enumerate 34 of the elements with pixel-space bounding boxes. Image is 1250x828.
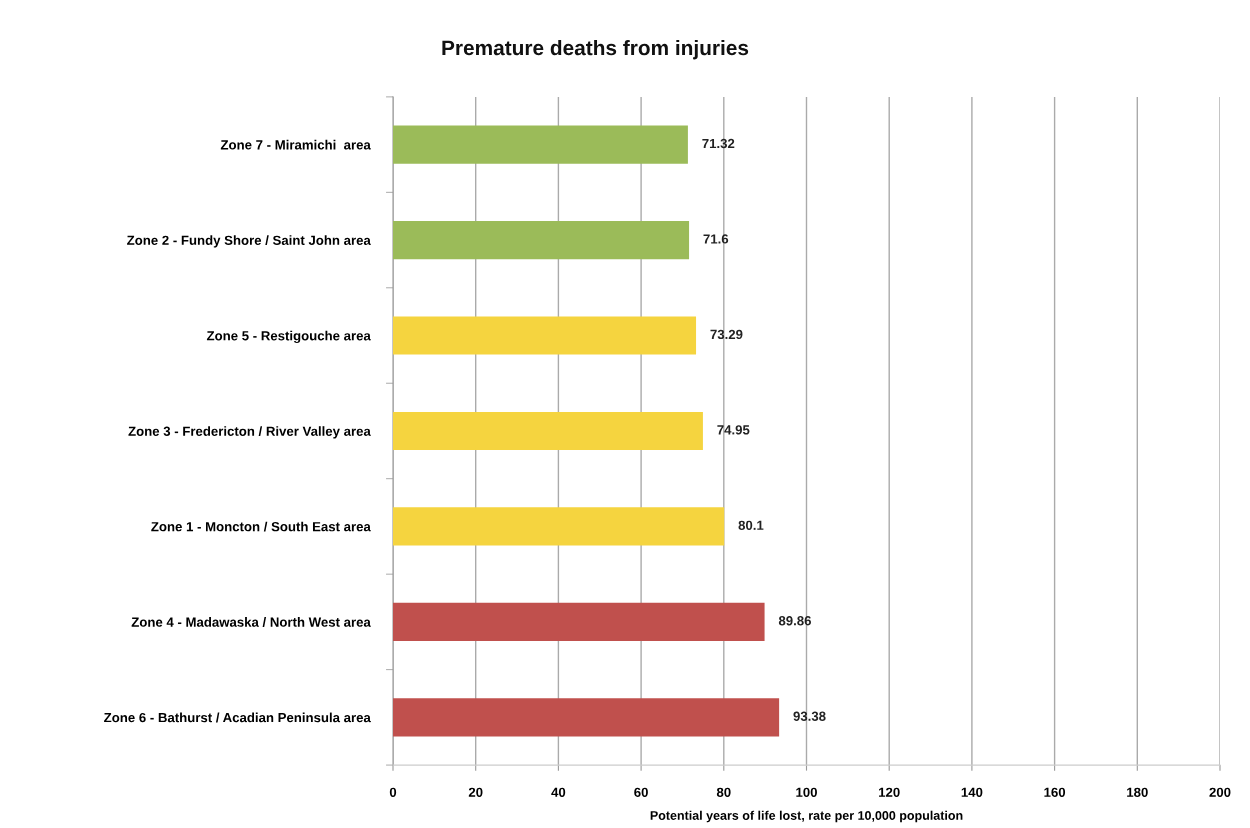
x-tick-label: 0 bbox=[389, 787, 397, 797]
y-tick-label: Zone 6 - Bathurst / Acadian Peninsula area bbox=[104, 712, 371, 723]
x-tick-label: 60 bbox=[634, 787, 648, 797]
x-tick-label: 100 bbox=[796, 787, 817, 797]
data-label: 74.95 bbox=[717, 425, 750, 435]
bar bbox=[393, 602, 765, 641]
bar bbox=[393, 316, 697, 355]
x-tick-label: 40 bbox=[551, 787, 566, 797]
data-label: 71.6 bbox=[703, 234, 729, 244]
y-tick-label: Zone 5 - Restigouche area bbox=[206, 330, 371, 344]
y-tick-label: Zone 4 - Madawaska / North West area bbox=[131, 617, 371, 627]
x-axis-title: Potential years of life lost, rate per 10,000 population bbox=[650, 810, 963, 823]
x-tick-label: 20 bbox=[468, 787, 483, 797]
data-label: 73.29 bbox=[710, 329, 743, 340]
x-tick-label: 120 bbox=[879, 787, 900, 797]
y-tick-label: Zone 1 - Moncton / South East area bbox=[151, 521, 371, 532]
bar bbox=[393, 698, 780, 737]
bar bbox=[393, 220, 690, 260]
x-tick-label: 160 bbox=[1044, 787, 1066, 797]
data-label: 80.1 bbox=[738, 520, 764, 530]
bar bbox=[393, 125, 688, 164]
x-tick-label: 200 bbox=[1209, 787, 1231, 797]
x-tick-label: 140 bbox=[961, 787, 983, 797]
bar bbox=[393, 507, 725, 546]
y-tick-label: Zone 2 - Fundy Shore / Saint John area bbox=[127, 235, 371, 248]
data-label: 93.38 bbox=[793, 711, 826, 721]
y-tick-label: Zone 3 - Fredericton / River Valley area bbox=[128, 426, 371, 439]
x-tick-label: 80 bbox=[716, 787, 731, 797]
data-label: 71.32 bbox=[702, 138, 735, 149]
data-label: 89.86 bbox=[778, 616, 811, 626]
y-tick-label: Zone 7 - Miramichi area bbox=[220, 139, 371, 150]
x-tick-label: 180 bbox=[1127, 787, 1148, 797]
bar bbox=[393, 411, 703, 451]
chart-title: Premature deaths from injuries bbox=[442, 39, 749, 60]
